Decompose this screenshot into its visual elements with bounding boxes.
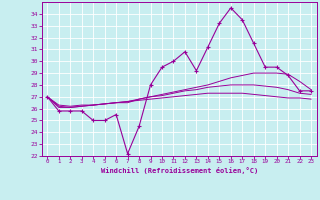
X-axis label: Windchill (Refroidissement éolien,°C): Windchill (Refroidissement éolien,°C) bbox=[100, 167, 258, 174]
